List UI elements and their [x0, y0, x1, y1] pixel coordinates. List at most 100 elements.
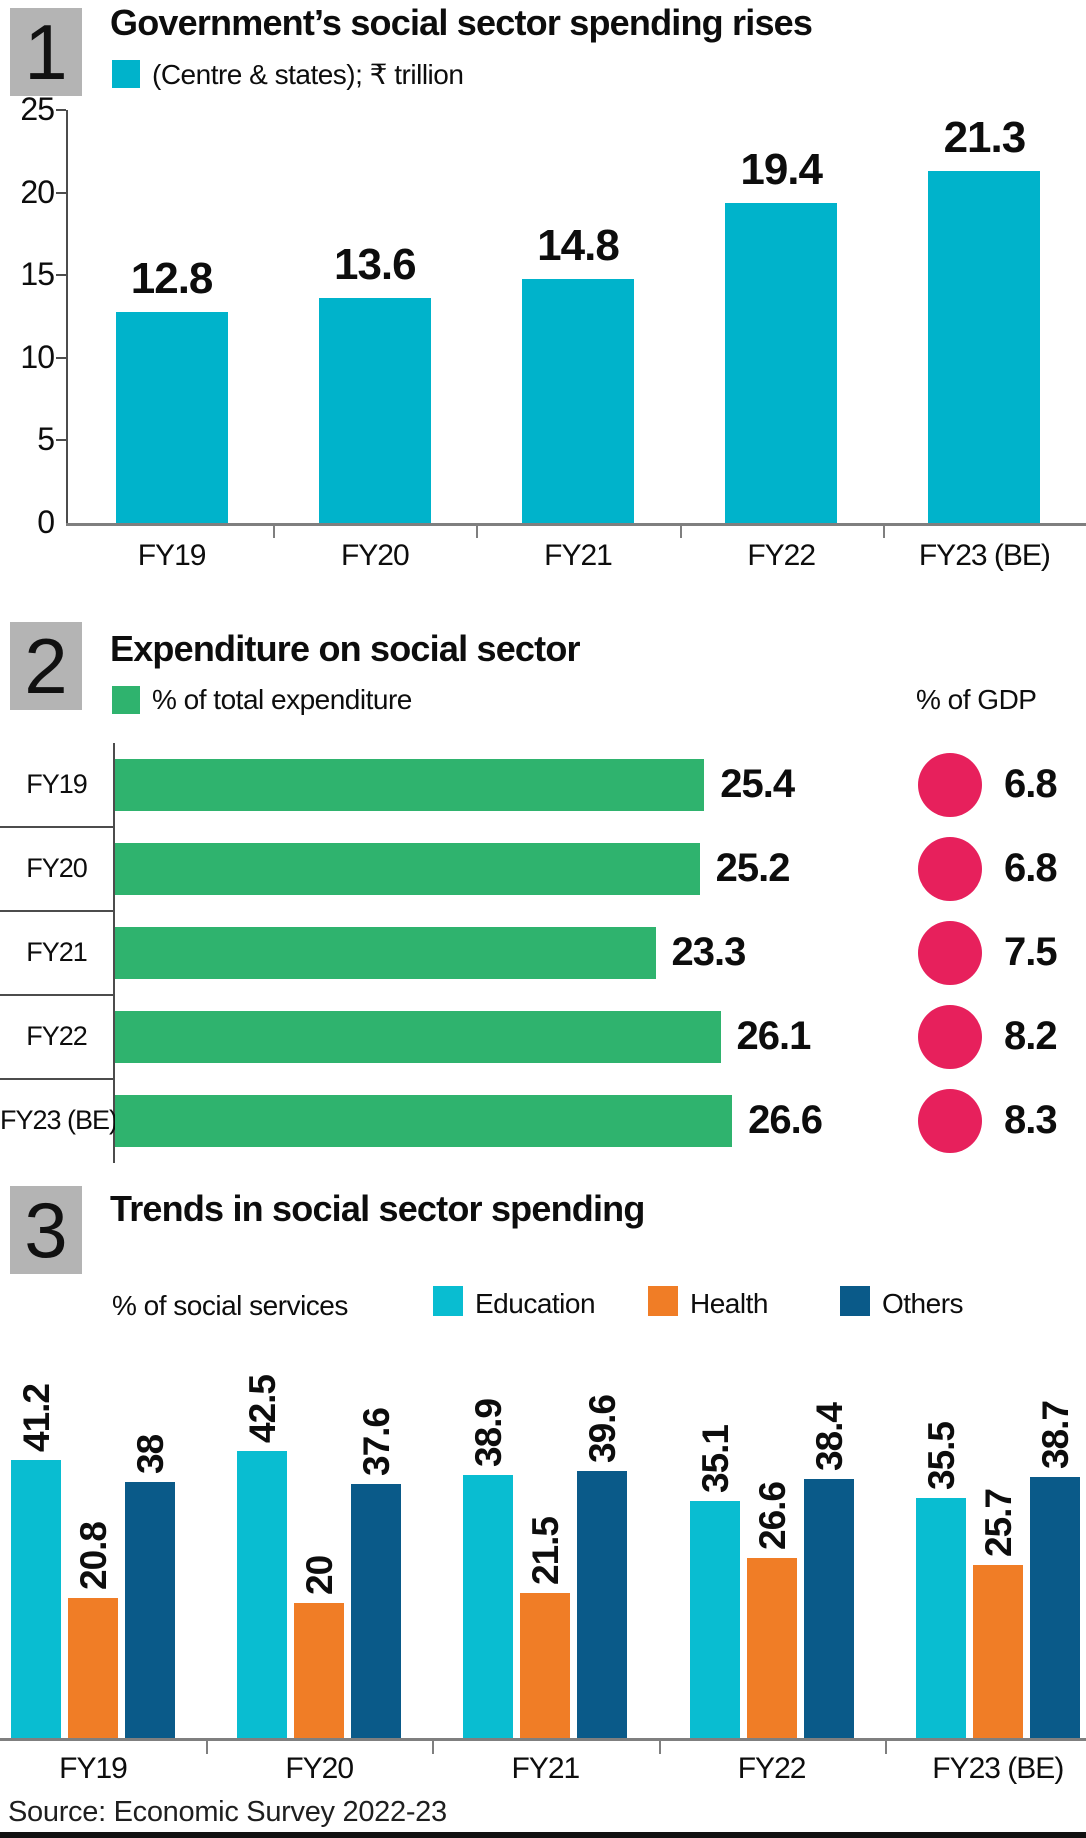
bar-value-others-fy21: 39.6	[582, 1394, 624, 1463]
y-tick-20	[56, 191, 66, 194]
y-tick-15	[56, 274, 66, 277]
x-tick-label-fy22: FY22	[737, 1752, 807, 1785]
x-tick-4	[882, 526, 885, 538]
x-tick-1	[273, 526, 276, 538]
bar-others-fy20	[351, 1484, 402, 1738]
bar-value-education-fy23be: 35.5	[920, 1422, 962, 1491]
bar-value-education-fy20: 42.5	[242, 1375, 284, 1444]
expenditure-bar-fy21	[115, 927, 656, 979]
bar-value-others-fy20: 37.6	[356, 1408, 398, 1477]
bar-value-health-fy22: 26.6	[751, 1482, 793, 1551]
bar-others-fy22	[803, 1478, 854, 1738]
row-label-fy23be: FY23 (BE)	[0, 1105, 118, 1135]
expenditure-bar-fy19	[115, 759, 705, 811]
x-tick-label-fy21: FY21	[511, 1752, 581, 1785]
bar-health-fy23be	[972, 1564, 1023, 1738]
y-tick-label-15: 15	[20, 256, 55, 293]
gdp-dot-fy20	[918, 837, 982, 901]
y-axis-line	[66, 110, 68, 523]
x-tick-label-fy19: FY19	[59, 1752, 128, 1785]
y-tick-5	[56, 439, 66, 442]
expenditure-bar-fy23be	[115, 1095, 733, 1147]
bar-value-health-fy21: 21.5	[525, 1516, 567, 1585]
others-legend-swatch	[840, 1286, 870, 1316]
panel-2-title: Expenditure on social sector	[110, 628, 581, 669]
bar-value-fy20: 13.6	[333, 240, 417, 290]
bar-value-education-fy21: 38.9	[468, 1399, 510, 1468]
bar-others-fy21	[577, 1470, 628, 1738]
expenditure-value-fy19: 25.4	[720, 762, 795, 806]
bar-health-fy19	[68, 1597, 118, 1738]
expenditure-value-fy20: 25.2	[715, 846, 791, 890]
x-tick-2	[432, 1741, 435, 1754]
panel-3-subtitle: % of social services	[112, 1290, 348, 1321]
bar-education-fy22	[689, 1501, 740, 1738]
source-note: Source: Economic Survey 2022-23	[8, 1796, 447, 1828]
x-tick-label-fy23be: FY23 (BE)	[918, 539, 1051, 572]
gdp-value-fy23be: 8.3	[1004, 1098, 1058, 1142]
panel-3-title: Trends in social sector spending	[110, 1188, 645, 1229]
bar-value-fy21: 14.8	[537, 220, 620, 270]
x-tick-label-fy21: FY21	[544, 539, 613, 572]
y-tick-label-20: 20	[20, 173, 55, 210]
x-tick-label-fy19: FY19	[137, 539, 207, 572]
bar-value-education-fy19: 41.2	[16, 1383, 57, 1452]
panel-2-number-badge: 2	[10, 622, 82, 710]
percent-of-gdp-label: % of GDP	[916, 684, 1037, 715]
expenditure-value-fy22: 26.1	[736, 1014, 812, 1058]
gdp-dot-fy21	[918, 921, 982, 985]
bar-value-others-fy22: 38.4	[808, 1402, 850, 1471]
bar-education-fy19	[11, 1459, 61, 1738]
bar-value-health-fy19: 20.8	[73, 1521, 114, 1590]
expenditure-bar-fy20	[115, 843, 700, 895]
x-tick-3	[679, 526, 682, 538]
gdp-value-fy20: 6.8	[1004, 846, 1058, 890]
bar-value-education-fy22: 35.1	[694, 1425, 736, 1494]
bar-health-fy21	[520, 1592, 571, 1738]
x-tick-label-fy20: FY20	[340, 539, 410, 572]
bar-value-others-fy19: 38	[130, 1434, 171, 1474]
health-legend-label: Health	[690, 1288, 768, 1319]
y-tick-label-5: 5	[37, 421, 55, 458]
gdp-value-fy22: 8.2	[1004, 1014, 1058, 1058]
total-expenditure-legend-swatch	[112, 686, 140, 714]
panel-1-number-badge: 1	[10, 8, 82, 96]
bar-value-others-fy23be: 38.7	[1034, 1400, 1076, 1469]
bar-fy20	[318, 298, 431, 523]
bar-value-fy22: 19.4	[740, 144, 823, 194]
bar-others-fy19	[125, 1481, 175, 1738]
bar-education-fy21	[463, 1475, 514, 1738]
y-tick-10	[56, 356, 66, 359]
education-legend-label: Education	[475, 1288, 596, 1319]
bar-value-health-fy23be: 25.7	[977, 1488, 1019, 1557]
bar-value-fy23be: 21.3	[943, 113, 1027, 163]
y-tick-label-10: 10	[20, 338, 55, 375]
chart-expenditure-share: FY19 25.4 6.8 FY20 25.2 6.8 FY21 23.3 7.5 FY22 26.…	[0, 743, 1086, 1164]
gdp-value-fy21: 7.5	[1004, 930, 1058, 974]
centre-states-legend-swatch	[112, 60, 140, 88]
x-tick-label-fy22: FY22	[747, 539, 816, 572]
row-label-fy21: FY21	[26, 937, 88, 967]
x-axis-line	[0, 1738, 1086, 1741]
gdp-dot-fy22	[918, 1005, 982, 1069]
gdp-dot-fy23be	[918, 1089, 982, 1153]
bar-fy21	[522, 278, 634, 523]
panel-1-title: Government’s social sector spending rise…	[110, 2, 813, 43]
bar-health-fy22	[746, 1558, 797, 1738]
others-legend-label: Others	[882, 1288, 964, 1319]
row-label-fy19: FY19	[26, 769, 88, 799]
row-label-fy22: FY22	[26, 1021, 88, 1051]
panel-1-legend-label: (Centre & states); ₹ trillion	[152, 59, 464, 90]
y-tick-label-25: 25	[20, 91, 55, 127]
chart-social-services-split: FY19 41.2 20.8 38 FY20 42.5 20 37.6 FY21 38.9 21.5…	[0, 1338, 1086, 1803]
gdp-value-fy19: 6.8	[1004, 762, 1058, 806]
bar-health-fy20	[294, 1603, 345, 1738]
x-tick-label-fy20: FY20	[285, 1752, 354, 1785]
row-divider	[0, 910, 113, 912]
health-legend-swatch	[648, 1286, 678, 1316]
gdp-dot-fy19	[918, 753, 982, 817]
category-axis-line	[113, 743, 115, 1163]
x-tick-1	[206, 1741, 209, 1754]
x-axis-line	[66, 523, 1086, 526]
expenditure-value-fy21: 23.3	[671, 930, 747, 974]
